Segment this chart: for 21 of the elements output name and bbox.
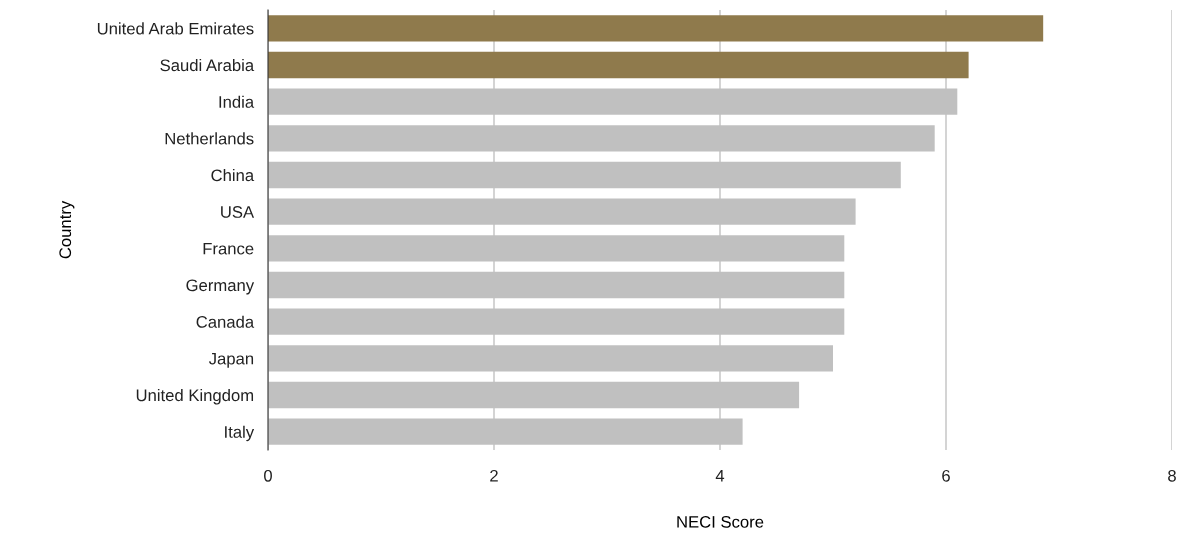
bar [268, 51, 969, 79]
y-tick-label: Saudi Arabia [160, 58, 255, 72]
x-tick-label: 0 [264, 469, 272, 482]
x-tick-label: 4 [715, 470, 725, 482]
y-tick-label: China [211, 168, 255, 182]
y-axis-title: Country [59, 200, 75, 259]
x-tick-label: 2 [490, 469, 498, 482]
x-tick-label: 8 [1168, 469, 1176, 482]
x-axis-title: NECI Score [677, 515, 764, 528]
y-tick-label: Italy [225, 425, 255, 442]
y-tick-label: Canada [196, 315, 255, 328]
y-tick-label: Netherlands [165, 132, 254, 145]
y-tick-label: United Arab Emirates [97, 22, 254, 35]
y-tick-label: India [219, 95, 255, 108]
y-tick-label: United Kingdom [136, 388, 254, 405]
y-tick-label: USA [221, 206, 255, 218]
y-tick-label: Japan [208, 352, 254, 368]
x-tick-label: 6 [942, 469, 950, 482]
y-tick-label: France [203, 242, 254, 255]
bar [268, 15, 1044, 42]
y-tick-label: Germany [186, 279, 255, 295]
